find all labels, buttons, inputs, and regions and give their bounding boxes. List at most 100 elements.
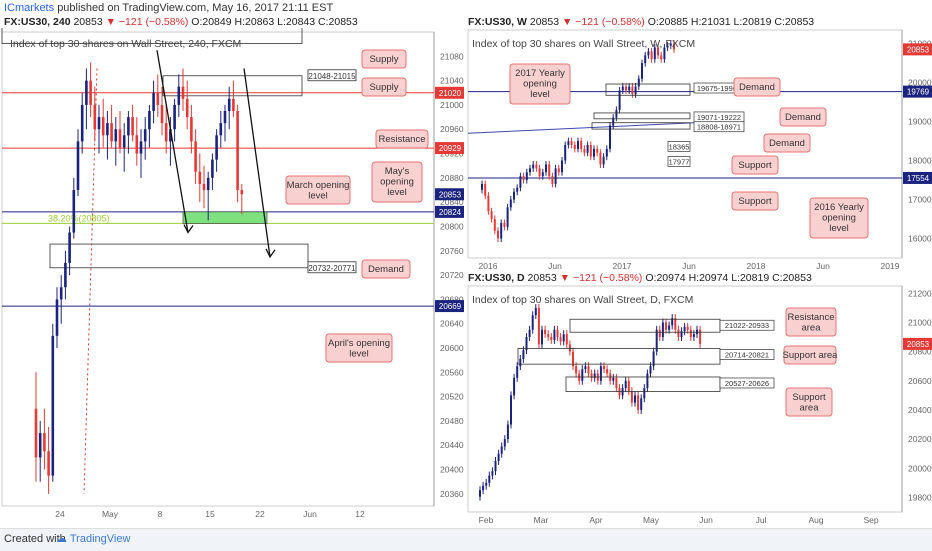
candle-body [621, 86, 624, 91]
y-tick-label: 20000 [908, 78, 932, 88]
candle-body [537, 307, 540, 345]
daily-chart[interactable]: 19800 20000 20200 20400 20600 20800 21000 21200… [466, 284, 932, 526]
candle-body [482, 485, 485, 491]
x-tick-label: 15 [205, 509, 215, 519]
candle-body [181, 86, 185, 99]
y-tick-label: 20400 [908, 405, 932, 415]
supply-callout-2-box [361, 77, 407, 97]
open-value: O:20885 [647, 16, 688, 28]
support-callout-w2-text: Support [738, 196, 772, 207]
h4-chart[interactable]: 20360 20400 20440 20480 20520 20560 20600 20640… [0, 28, 464, 526]
candle-body [565, 334, 568, 345]
support-callout-w2-box [731, 191, 779, 211]
publish-header: ICmarkets published on TradingView.com, … [4, 2, 333, 14]
resistance-callout-text: Resistance [379, 134, 426, 145]
march-callout-box [285, 175, 351, 205]
candle-body [68, 232, 71, 263]
candle-body [570, 141, 573, 145]
y-tick-label: 20880 [440, 173, 464, 183]
last-price: 20853 [527, 272, 557, 284]
weekly-chart-panel: FX:US30, W 20853 ▼ −121 (−0.58%) O:20885… [466, 14, 932, 272]
price-tag [435, 188, 464, 201]
zone-price-label: 18808-18971 [697, 123, 741, 132]
fib-label: 38.20%(20805) [48, 213, 110, 223]
candle-body [106, 123, 109, 136]
tradingview-logo[interactable]: ☁ TradingView [56, 532, 130, 545]
candle-body [551, 176, 554, 184]
yearly-2016-callout-box [809, 197, 869, 239]
price-tag-label: 19769 [907, 88, 930, 97]
y-tick-label: 20800 [908, 347, 932, 357]
candle-body [51, 335, 55, 476]
candle-body [567, 141, 570, 145]
candle-body [568, 344, 571, 352]
candle-body [89, 80, 92, 105]
zone-price-label: 19071-19222 [697, 113, 741, 122]
candle-body [603, 366, 605, 370]
candle-body [637, 395, 640, 410]
candle-body [525, 337, 528, 351]
candle-body [547, 334, 550, 338]
price-tag [435, 142, 464, 155]
candle-body [618, 90, 621, 110]
price-tag-label: 20853 [907, 45, 930, 54]
x-tick-label: 8 [158, 509, 163, 519]
y-tick-label: 20640 [440, 319, 464, 329]
support-price-tag [667, 140, 691, 152]
weekly-chart[interactable]: 1600017000180001900020000210002016Jun201… [466, 28, 932, 272]
projection-arrow-2 [243, 68, 271, 257]
x-tick-label: Jun [816, 261, 830, 271]
price-tag-label: 20929 [439, 144, 462, 153]
y-tick-label: 21040 [440, 76, 464, 86]
y-tick-label: 21000 [440, 100, 464, 110]
candle-body [637, 78, 640, 87]
candle-body [43, 433, 46, 452]
candle-body [692, 334, 695, 338]
candle-body [561, 160, 563, 173]
tradingview-label: TradingView [69, 533, 131, 545]
price-tag [903, 337, 932, 350]
candle-body [641, 63, 643, 79]
x-tick-label: Sep [863, 515, 878, 525]
candle-body [669, 43, 672, 46]
candle-body [72, 190, 76, 233]
candle-body [522, 176, 525, 181]
price-tag [435, 300, 464, 313]
candle-body [131, 117, 134, 136]
candle-body [173, 104, 176, 130]
candle-body [64, 262, 67, 288]
aprils-callout-text: April's opening [328, 338, 390, 349]
candle-body [169, 129, 172, 142]
candle-body [488, 475, 491, 483]
price-tag [903, 171, 932, 184]
candle-body [634, 395, 636, 403]
publisher-name[interactable]: ICmarkets [4, 2, 55, 14]
candle-body [47, 451, 50, 476]
last-price: 20853 [73, 16, 103, 28]
high-value: H:20974 [688, 272, 729, 284]
zone-price-tag [307, 69, 357, 82]
candle-body [114, 129, 118, 142]
candle-body [557, 168, 560, 173]
candle-body [516, 366, 519, 378]
projection-arrow-1 [156, 50, 189, 233]
candle-body [649, 366, 652, 374]
candle-body [562, 334, 565, 342]
candle-body [156, 92, 160, 105]
candle-body [599, 152, 602, 165]
candle-body [575, 366, 578, 374]
candle-body [657, 47, 659, 56]
candle-body [240, 190, 244, 195]
candle-body [630, 390, 633, 403]
x-tick-label: Apr [589, 515, 602, 525]
zone-price-label: 20732-20771 [308, 264, 356, 273]
candle-body [580, 141, 583, 149]
supply-callout-2-text: Supply [369, 82, 398, 93]
candle-body [528, 329, 531, 338]
candle-body [34, 408, 38, 458]
y-tick-label: 20600 [908, 376, 932, 386]
y-tick-label: 20720 [440, 270, 464, 280]
y-tick-label: 20840 [440, 197, 464, 207]
low-value: L:20843 [277, 16, 316, 28]
candle-body [699, 329, 702, 344]
